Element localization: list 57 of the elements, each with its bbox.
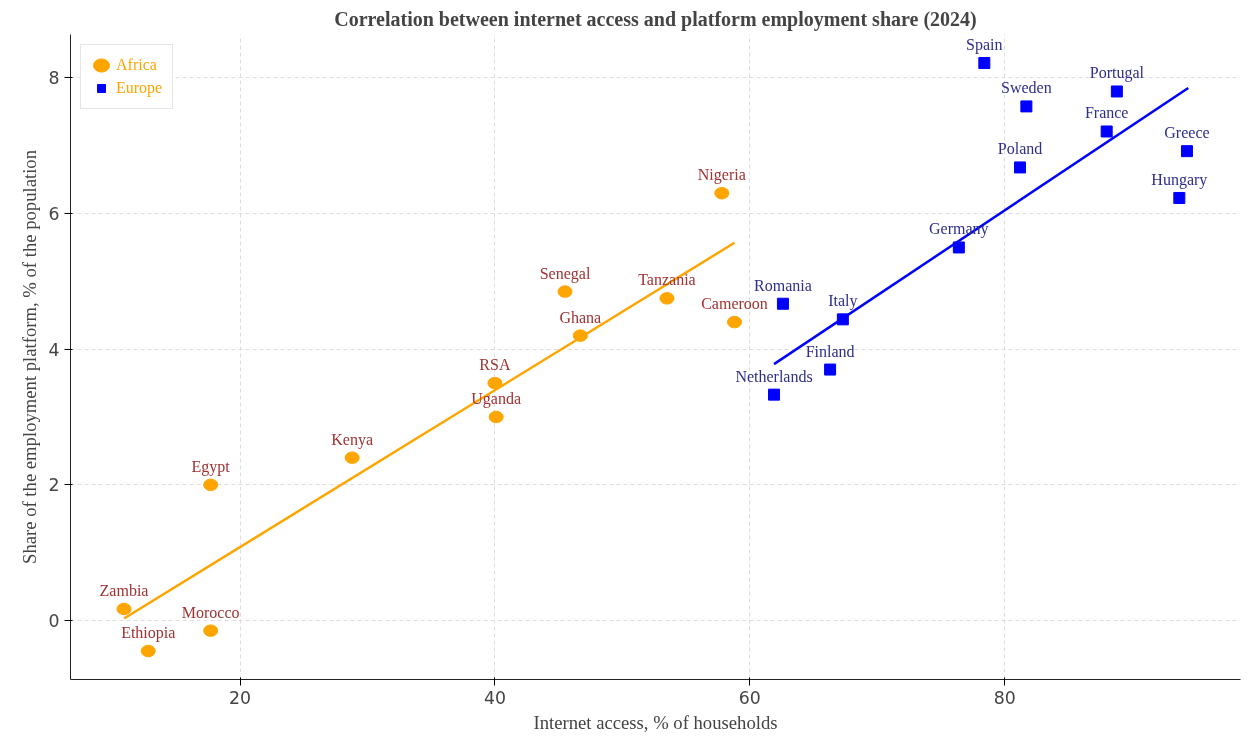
annotation: Egypt xyxy=(191,457,231,476)
chart-title: Correlation between internet access and platform employment share (2024) xyxy=(334,7,977,31)
point xyxy=(203,478,219,492)
y-tick-label: 0 xyxy=(48,610,60,631)
annotation: RSA xyxy=(479,356,511,374)
point xyxy=(344,451,360,464)
annotation: Ethiopia xyxy=(121,624,176,643)
annotation: Kenya xyxy=(331,430,374,449)
point xyxy=(203,624,219,637)
annotation: Senegal xyxy=(539,264,591,283)
annotation: Cameroon xyxy=(701,295,768,313)
point xyxy=(714,186,730,200)
x-tick-label: 20 xyxy=(228,687,252,708)
annotation: Netherlands xyxy=(735,367,813,385)
annotation: Nigeria xyxy=(697,166,746,185)
x-tick-label: 80 xyxy=(993,687,1016,708)
annotation: Sweden xyxy=(1001,79,1052,97)
point xyxy=(727,315,743,329)
y-tick-label: 2 xyxy=(48,475,60,496)
annotation: Ghana xyxy=(559,308,602,326)
point xyxy=(978,56,991,69)
annotation: Portugal xyxy=(1089,64,1145,83)
point xyxy=(659,292,675,305)
point xyxy=(1014,161,1027,174)
annotation: Romania xyxy=(754,276,812,294)
x-axis-title: Internet access, % of households xyxy=(533,711,778,733)
point xyxy=(487,376,503,390)
annotation: France xyxy=(1084,104,1129,122)
annotation: Morocco xyxy=(181,603,240,621)
y-axis-title: Share of the employment platform, % of the population xyxy=(19,149,41,564)
point xyxy=(824,363,837,376)
point xyxy=(557,285,573,298)
y-tick-label: 4 xyxy=(48,339,60,360)
point xyxy=(768,388,781,401)
annotation: Poland xyxy=(997,140,1043,158)
x-tick-label: 40 xyxy=(483,687,506,708)
y-tick-label: 8 xyxy=(48,68,60,89)
point xyxy=(1110,85,1123,98)
point xyxy=(952,241,965,254)
point xyxy=(1100,125,1113,138)
annotation: Hungary xyxy=(1151,170,1208,189)
annotation: Zambia xyxy=(99,581,149,599)
point xyxy=(140,644,156,658)
x-tick-label: 60 xyxy=(738,687,761,708)
point xyxy=(116,602,132,616)
y-tick-label: 6 xyxy=(48,204,60,225)
point xyxy=(776,297,789,310)
annotation: Finland xyxy=(805,342,855,360)
annotation: Spain xyxy=(966,35,1003,54)
point xyxy=(1173,191,1186,204)
legend-label: Europe xyxy=(116,79,163,97)
point xyxy=(1180,145,1193,158)
annotation: Greece xyxy=(1164,124,1210,142)
point xyxy=(1020,100,1033,113)
annotation: Italy xyxy=(828,292,858,311)
point xyxy=(488,410,504,424)
legend-label: Africa xyxy=(116,56,157,74)
